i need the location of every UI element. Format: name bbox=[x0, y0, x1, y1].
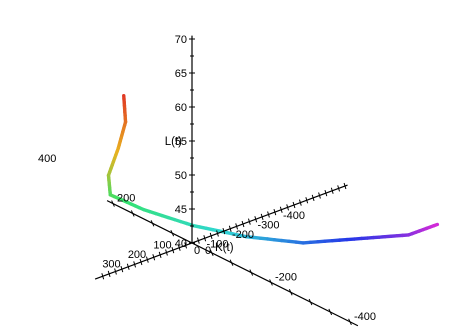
k-tick bbox=[288, 289, 293, 296]
third-tick bbox=[254, 216, 258, 223]
k-tick-label: -200 bbox=[275, 271, 297, 283]
third-tick bbox=[165, 249, 168, 256]
third-tick bbox=[330, 187, 334, 194]
k-axis-title: K(t) bbox=[215, 242, 234, 254]
k-tick-label: 400 bbox=[38, 153, 56, 165]
l-axis-title: L(t) bbox=[165, 136, 182, 148]
third-tick bbox=[286, 204, 290, 211]
third-tick bbox=[222, 227, 226, 235]
k-tick bbox=[328, 308, 333, 316]
third-tick-label: -400 bbox=[283, 210, 305, 222]
third-tick-label: 200 bbox=[128, 249, 146, 261]
third-tick bbox=[247, 218, 251, 225]
third-tick bbox=[228, 225, 232, 232]
l-tick-label: 50 bbox=[175, 170, 187, 182]
l-tick-label: 70 bbox=[175, 34, 187, 46]
third-tick bbox=[203, 235, 207, 242]
k-tick bbox=[308, 298, 313, 306]
third-tick bbox=[107, 270, 111, 278]
k-tick bbox=[130, 210, 135, 217]
third-tick bbox=[235, 223, 239, 230]
third-tick bbox=[311, 194, 315, 202]
third-tick bbox=[209, 232, 213, 240]
third-tick bbox=[139, 258, 143, 266]
third-tick bbox=[260, 213, 264, 221]
third-tick bbox=[292, 201, 296, 209]
k-origin-label: 0 bbox=[205, 245, 211, 257]
k-tick bbox=[348, 318, 352, 326]
third-tick bbox=[216, 230, 219, 237]
k-tick bbox=[249, 269, 254, 276]
third-tick bbox=[279, 206, 283, 213]
l-tick-label: 40 bbox=[175, 238, 187, 250]
k-tick-label: -400 bbox=[354, 311, 376, 323]
l-tick-label: 60 bbox=[175, 102, 187, 114]
third-tick bbox=[267, 211, 270, 218]
k-tick bbox=[170, 229, 175, 237]
third-tick bbox=[114, 268, 117, 275]
third-tick bbox=[120, 265, 124, 273]
curve-layer bbox=[106, 93, 440, 245]
third-tick bbox=[126, 263, 130, 270]
axis-third bbox=[94, 184, 348, 280]
third-tick-label: -300 bbox=[257, 220, 279, 232]
third-tick bbox=[337, 185, 341, 192]
k-tick-label: 200 bbox=[117, 193, 135, 205]
third-tick bbox=[324, 189, 328, 197]
curve-segment bbox=[432, 222, 440, 228]
third-tick bbox=[158, 251, 162, 259]
k-tick bbox=[209, 249, 214, 257]
third-tick bbox=[171, 246, 175, 254]
l-tick-label: 55 bbox=[175, 136, 187, 148]
axes-layer bbox=[94, 35, 359, 327]
third-tick bbox=[273, 208, 277, 216]
third-tick bbox=[184, 242, 188, 249]
third-tick-label: -100 bbox=[206, 239, 228, 251]
label-layer: L(t) K(t) 0 0 40 45 50 55 60 65 70 400 200 -200 -4… bbox=[38, 34, 376, 323]
third-tick bbox=[177, 244, 181, 251]
third-tick-label: 300 bbox=[102, 259, 120, 271]
third-tick bbox=[298, 199, 302, 206]
third-tick bbox=[241, 220, 245, 228]
third-tick-label: -200 bbox=[232, 229, 254, 241]
k-tick bbox=[150, 220, 155, 227]
third-tick-label: 100 bbox=[153, 240, 171, 252]
l-tick-label: 65 bbox=[175, 68, 187, 80]
third-tick bbox=[101, 273, 105, 280]
k-tick bbox=[229, 259, 234, 266]
third-tick bbox=[343, 182, 347, 190]
k-tick bbox=[269, 279, 273, 286]
third-tick bbox=[133, 261, 137, 268]
third-origin-label: 0 bbox=[194, 245, 200, 257]
third-tick bbox=[318, 192, 321, 199]
l-tick-label: 45 bbox=[175, 204, 187, 216]
k-tick bbox=[111, 200, 115, 207]
third-tick bbox=[152, 254, 156, 261]
third-tick bbox=[145, 256, 149, 263]
third-tick bbox=[196, 237, 200, 244]
axis-k bbox=[106, 200, 359, 327]
third-tick bbox=[305, 197, 309, 204]
